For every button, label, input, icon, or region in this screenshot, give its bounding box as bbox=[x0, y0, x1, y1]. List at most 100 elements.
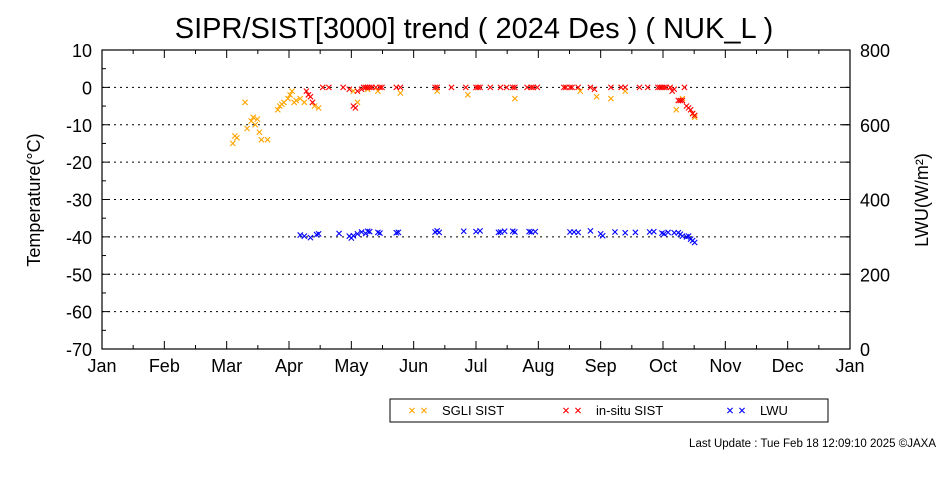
lwu-point bbox=[354, 230, 361, 237]
sgli-sist-point bbox=[242, 99, 249, 106]
sgli-sist-point bbox=[607, 95, 614, 102]
insitu-sist-point bbox=[303, 88, 310, 95]
legend-label: in-situ SIST bbox=[596, 403, 663, 418]
insitu-sist-point bbox=[487, 84, 494, 91]
lwu-point bbox=[364, 228, 371, 235]
lwu-point bbox=[297, 232, 304, 238]
y-tick-label: 0 bbox=[82, 78, 92, 98]
x-tick-label: Mar bbox=[211, 356, 242, 376]
insitu-sist-point bbox=[379, 84, 385, 91]
insitu-sist-point bbox=[352, 104, 359, 111]
sgli-sist-point bbox=[301, 99, 308, 106]
insitu-sist-point bbox=[677, 97, 684, 104]
lwu-point bbox=[477, 227, 484, 234]
x-tick-label: Sep bbox=[585, 356, 617, 376]
insitu-sist-point bbox=[340, 84, 347, 91]
insitu-sist-point bbox=[325, 84, 332, 91]
lwu-point bbox=[526, 228, 533, 235]
lwu-point bbox=[501, 228, 508, 235]
sgli-sist-point bbox=[258, 136, 265, 143]
insitu-sist-point bbox=[307, 93, 314, 100]
insitu-sist-point bbox=[448, 84, 455, 91]
sgli-sist-point bbox=[691, 114, 698, 121]
sgli-sist-point bbox=[284, 95, 291, 102]
lwu-point bbox=[301, 233, 308, 240]
insitu-sist-point bbox=[366, 84, 373, 91]
lwu-point bbox=[611, 229, 618, 236]
insitu-sist-point bbox=[534, 84, 541, 91]
insitu-sist-point bbox=[679, 97, 686, 104]
legend-marker bbox=[727, 407, 733, 414]
sgli-sist-point bbox=[511, 95, 518, 102]
lwu-point bbox=[622, 229, 629, 236]
y-tick-label: -10 bbox=[66, 116, 92, 136]
y-tick-label: -60 bbox=[66, 303, 92, 323]
sgli-sist-point bbox=[250, 114, 257, 121]
sgli-sist-point bbox=[311, 103, 318, 110]
x-tick-label: Feb bbox=[149, 356, 180, 376]
x-tick-label: Jun bbox=[399, 356, 428, 376]
y-tick-label: -40 bbox=[66, 228, 92, 248]
lwu-point bbox=[350, 232, 357, 239]
sgli-sist-point bbox=[315, 104, 322, 111]
lwu-point bbox=[599, 232, 606, 239]
sgli-sist-point bbox=[464, 91, 471, 98]
sgli-sist-point bbox=[252, 121, 259, 128]
insitu-sist-point bbox=[432, 84, 439, 91]
y-tick-label: -30 bbox=[66, 191, 92, 211]
insitu-sist-point bbox=[511, 84, 518, 91]
lwu-point bbox=[436, 229, 443, 236]
x-tick-label: Nov bbox=[709, 356, 741, 376]
insitu-sist-point bbox=[503, 84, 510, 91]
insitu-sist-point bbox=[567, 84, 573, 91]
lwu-point bbox=[376, 230, 383, 237]
insitu-sist-point bbox=[376, 84, 383, 91]
lwu-point bbox=[532, 228, 539, 235]
lwu-point bbox=[393, 229, 400, 236]
y-tick-label: 10 bbox=[72, 41, 92, 61]
insitu-sist-point bbox=[691, 112, 698, 119]
legend-label: LWU bbox=[760, 403, 788, 418]
sgli-sist-point bbox=[593, 93, 600, 100]
lwu-point bbox=[661, 230, 668, 237]
y2-tick-label: 600 bbox=[860, 116, 890, 136]
insitu-sist-point bbox=[309, 99, 316, 106]
x-tick-label: Aug bbox=[522, 356, 554, 376]
insitu-sist-point bbox=[681, 84, 688, 91]
insitu-sist-point bbox=[528, 84, 535, 91]
sgli-sist-point bbox=[289, 88, 296, 95]
sgli-sist-point bbox=[244, 125, 251, 132]
sgli-sist-point bbox=[256, 129, 263, 136]
grid-lines bbox=[102, 86, 850, 313]
legend: SGLI SIST in-situ SIST LWU bbox=[389, 398, 829, 423]
axes: 100-10-20-30-40-50-60-708006004002000Jan… bbox=[66, 41, 890, 376]
insitu-sist-point bbox=[509, 84, 516, 91]
x-tick-label: May bbox=[334, 356, 368, 376]
lwu-point bbox=[495, 229, 502, 236]
insitu-sist-point bbox=[661, 84, 668, 91]
lwu-point bbox=[395, 229, 402, 236]
y2-axis-label: LWU(W/m²) bbox=[912, 153, 932, 247]
x-tick-label: Jan bbox=[87, 356, 116, 376]
legend-marker bbox=[739, 407, 745, 414]
lwu-point bbox=[460, 228, 467, 235]
chart-title: SIPR/SIST[3000] trend ( 2024 Des ) ( NUK… bbox=[175, 13, 774, 45]
legend-marker bbox=[409, 407, 415, 414]
sgli-sist-point bbox=[673, 106, 680, 113]
insitu-sist-point bbox=[434, 84, 441, 91]
y-tick-label: -20 bbox=[66, 153, 92, 173]
x-tick-label: Apr bbox=[275, 356, 303, 376]
sgli-sist-point bbox=[397, 89, 404, 96]
insitu-sist-point bbox=[622, 84, 629, 91]
lwu-point bbox=[650, 228, 657, 235]
insitu-sist-point bbox=[477, 84, 484, 91]
lwu-point bbox=[366, 228, 373, 235]
x-tick-label: Jan bbox=[835, 356, 864, 376]
insitu-sist-point bbox=[575, 84, 582, 91]
x-tick-label: Jul bbox=[464, 356, 487, 376]
insitu-sist-point bbox=[354, 88, 361, 95]
insitu-sist-point bbox=[497, 84, 504, 91]
lwu-point bbox=[575, 229, 582, 236]
y-tick-label: -50 bbox=[66, 265, 92, 285]
legend-marker bbox=[563, 407, 569, 414]
